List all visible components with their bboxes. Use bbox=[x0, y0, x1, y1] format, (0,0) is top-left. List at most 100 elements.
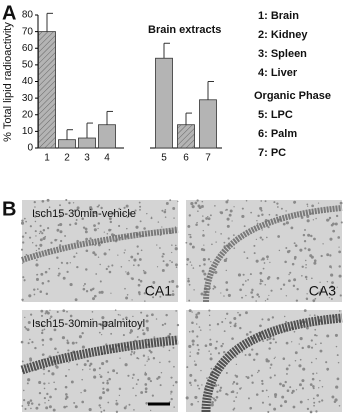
speckle bbox=[247, 397, 250, 400]
speckle bbox=[95, 273, 98, 275]
speckle bbox=[20, 221, 25, 225]
speckle bbox=[194, 201, 198, 205]
speckle bbox=[164, 322, 167, 325]
speckle bbox=[264, 300, 267, 302]
speckle bbox=[67, 349, 70, 352]
y-tick-label: 10 bbox=[22, 126, 34, 137]
speckle bbox=[209, 329, 211, 331]
speckle bbox=[194, 363, 197, 367]
speckle bbox=[233, 400, 236, 403]
speckle bbox=[259, 278, 262, 281]
speckle bbox=[258, 295, 260, 298]
speckle bbox=[71, 341, 75, 345]
speckle bbox=[313, 404, 315, 407]
speckle bbox=[295, 389, 298, 391]
speckle bbox=[314, 343, 317, 346]
y-tick-label: 40 bbox=[22, 76, 34, 87]
speckle bbox=[196, 335, 199, 338]
speckle bbox=[40, 324, 44, 327]
speckle bbox=[169, 199, 172, 202]
speckle bbox=[115, 402, 119, 406]
speckle bbox=[309, 410, 313, 414]
speckle bbox=[115, 410, 119, 413]
speckle bbox=[34, 206, 36, 208]
speckle bbox=[40, 211, 43, 213]
speckle bbox=[132, 373, 135, 376]
speckle bbox=[193, 379, 197, 382]
speckle bbox=[326, 334, 330, 338]
speckle bbox=[217, 384, 220, 386]
speckle bbox=[57, 274, 60, 277]
speckle bbox=[81, 345, 85, 349]
speckle bbox=[197, 311, 201, 315]
speckle bbox=[138, 293, 141, 296]
key-item: 7: PC bbox=[258, 147, 286, 159]
speckle bbox=[203, 244, 205, 246]
speckle bbox=[307, 205, 309, 207]
speckle bbox=[329, 254, 332, 257]
speckle bbox=[191, 330, 195, 333]
speckle bbox=[225, 281, 229, 284]
speckle bbox=[118, 387, 122, 391]
speckle bbox=[142, 269, 145, 272]
speckle bbox=[27, 342, 30, 345]
speckle bbox=[285, 367, 289, 371]
speckle bbox=[48, 267, 51, 270]
speckle bbox=[255, 300, 257, 302]
speckle bbox=[109, 220, 113, 224]
speckle bbox=[316, 315, 318, 317]
speckle bbox=[135, 394, 137, 397]
speckle bbox=[136, 252, 140, 255]
speckle bbox=[35, 277, 39, 281]
speckle bbox=[106, 321, 109, 323]
speckle bbox=[35, 244, 38, 247]
speckle bbox=[47, 399, 50, 402]
speckle bbox=[282, 357, 286, 360]
speckle bbox=[255, 259, 259, 263]
speckle bbox=[146, 212, 148, 215]
speckle bbox=[61, 336, 66, 340]
speckle bbox=[311, 377, 315, 381]
speckle bbox=[285, 221, 289, 225]
speckle bbox=[98, 404, 101, 407]
speckle bbox=[211, 401, 214, 404]
speckle bbox=[73, 209, 77, 212]
speckle bbox=[306, 407, 310, 411]
speckle bbox=[276, 206, 279, 208]
key-item: 5: LPC bbox=[258, 109, 293, 121]
speckle bbox=[38, 403, 41, 406]
speckle bbox=[63, 405, 67, 409]
speckle bbox=[174, 244, 177, 247]
speckle bbox=[313, 259, 317, 263]
speckle bbox=[64, 374, 68, 378]
speckle bbox=[225, 371, 228, 374]
speckle bbox=[29, 338, 31, 341]
speckle bbox=[137, 264, 140, 267]
speckle bbox=[225, 269, 228, 272]
speckle bbox=[145, 401, 148, 405]
speckle bbox=[300, 216, 304, 219]
speckle bbox=[128, 212, 132, 216]
speckle bbox=[98, 244, 101, 247]
speckle bbox=[156, 266, 159, 268]
speckle bbox=[65, 395, 69, 399]
speckle bbox=[267, 226, 270, 229]
speckle bbox=[336, 354, 339, 357]
speckle bbox=[193, 289, 195, 291]
speckle bbox=[27, 378, 31, 382]
y-axis-label: % Total lipid radioactivity bbox=[2, 22, 14, 142]
speckle bbox=[108, 377, 111, 381]
speckle bbox=[260, 259, 263, 261]
speckle bbox=[281, 395, 285, 399]
speckle bbox=[118, 394, 121, 397]
speckle bbox=[143, 271, 147, 275]
speckle bbox=[24, 326, 27, 329]
speckle bbox=[310, 339, 313, 342]
speckle bbox=[39, 243, 43, 247]
speckle bbox=[201, 200, 204, 203]
speckle bbox=[302, 233, 306, 237]
speckle bbox=[309, 314, 311, 316]
speckle bbox=[293, 257, 297, 260]
speckle bbox=[257, 214, 260, 218]
speckle bbox=[117, 254, 119, 256]
